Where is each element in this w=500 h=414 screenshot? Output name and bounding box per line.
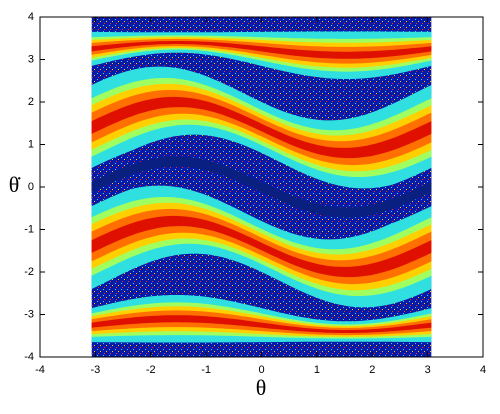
y-tick-label: -3 [24,308,34,320]
heatmap-band [91,215,432,278]
x-tick-label: 3 [425,364,431,376]
y-tick-label: 2 [28,96,34,108]
x-tick-label: -1 [201,364,211,376]
x-tick-label: 0 [258,364,264,376]
y-axis-label: θ̇ [9,172,22,197]
y-tick-label: -2 [24,266,34,278]
y-tick-label: -4 [24,351,34,363]
y-tick-label: -1 [24,223,34,235]
x-tick-label: -2 [146,364,156,376]
heatmap-band [91,96,432,159]
y-tick-label: 1 [28,138,34,150]
x-axis-label: θ [256,375,267,400]
x-tick-label: 4 [480,364,486,376]
y-tick-label: 3 [28,53,34,65]
x-tick-label: -3 [90,364,100,376]
y-tick-label: 0 [28,181,34,193]
heatmap-band [91,156,432,218]
heatmap-image [91,17,432,357]
x-tick-label: -4 [35,364,45,376]
x-tick-label: 1 [314,364,320,376]
x-tick-label: 2 [369,364,375,376]
y-tick-label: 4 [28,11,34,23]
heatmap-band [91,41,432,59]
heatmap-band [91,315,432,333]
